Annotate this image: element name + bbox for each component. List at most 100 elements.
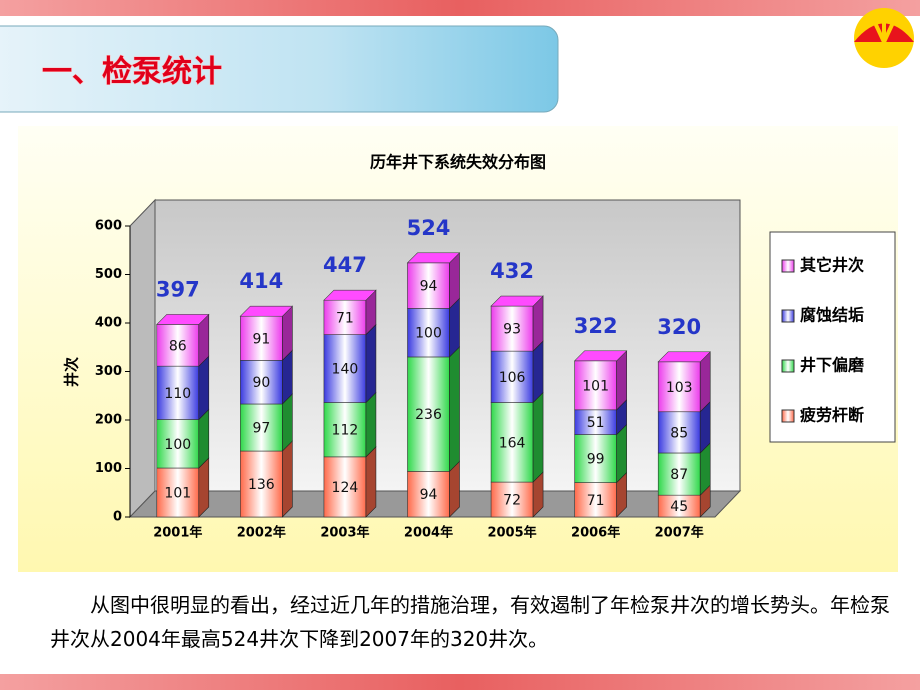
bar-segment (407, 356, 450, 472)
legend-swatch (781, 409, 795, 423)
value-label: 71 (587, 493, 605, 509)
value-label: 93 (503, 322, 521, 338)
value-label: 71 (336, 310, 354, 326)
y-tick-label: 200 (95, 413, 122, 428)
bar-side (532, 340, 544, 404)
x-tick-label: 2003年 (320, 525, 369, 541)
value-label: 85 (670, 425, 688, 441)
value-label: 101 (582, 378, 609, 394)
value-label: 164 (499, 435, 526, 451)
bar-segment (407, 471, 450, 518)
bar-side (198, 355, 210, 421)
bar-segment (156, 419, 200, 469)
bar-segment (574, 434, 617, 483)
value-label: 51 (587, 415, 605, 431)
bar-side (365, 391, 377, 458)
top-stripe (0, 0, 920, 16)
bar-side (282, 440, 293, 518)
value-label: 87 (670, 467, 688, 483)
value-label: 136 (248, 477, 275, 493)
total-label: 432 (490, 259, 534, 283)
bar-segment (657, 452, 701, 496)
value-label: 124 (332, 480, 359, 496)
bar-segment (407, 262, 450, 309)
bar-side (699, 351, 711, 413)
bar-top (573, 350, 628, 362)
value-label: 236 (415, 407, 442, 423)
value-label: 103 (666, 380, 693, 396)
total-label: 447 (323, 253, 367, 277)
total-label: 397 (156, 277, 200, 301)
value-label: 45 (670, 499, 688, 515)
x-tick-label: 2005年 (487, 525, 536, 541)
x-tick-label: 2002年 (237, 525, 286, 541)
legend-swatch (781, 359, 795, 373)
bar-side (532, 391, 544, 483)
x-tick-label: 2004年 (404, 525, 453, 541)
value-label: 94 (420, 487, 438, 503)
bar-segment (156, 365, 200, 420)
value-label: 97 (252, 421, 270, 437)
value-label: 86 (169, 338, 187, 354)
legend-label: 腐蚀结垢 (800, 306, 864, 325)
header-bar (0, 25, 559, 113)
y-tick-label: 400 (95, 316, 122, 331)
bar-segment (574, 360, 617, 411)
x-tick-label: 2001年 (153, 525, 202, 541)
y-axis-label: 井次 (63, 357, 81, 387)
legend-label: 其它井次 (800, 256, 864, 275)
bar-side (449, 346, 460, 473)
y-tick-label: 0 (113, 510, 122, 525)
value-label: 94 (420, 279, 438, 295)
bar-top (406, 252, 461, 264)
y-tick-label: 600 (95, 219, 122, 234)
value-label: 101 (164, 486, 191, 502)
header-title: 一、检泵统计 (42, 55, 222, 90)
bar-top (490, 295, 544, 307)
bar-segment (657, 411, 701, 454)
value-label: 100 (415, 326, 442, 342)
value-label: 110 (164, 386, 191, 402)
chart-title: 历年井下系统失效分布图 (370, 153, 546, 172)
logo (854, 8, 914, 68)
legend-swatch (781, 309, 795, 323)
body-text: 从图中很明显的看出，经过近几年的措施治理，有效遏制了年检泵井次的增长势头。年检泵… (50, 593, 890, 651)
total-label: 414 (239, 269, 283, 293)
total-label: 524 (407, 216, 451, 240)
bar-segment (490, 481, 534, 518)
total-label: 322 (574, 314, 618, 338)
bar-top (657, 351, 711, 363)
bar-segment (240, 315, 283, 361)
bar-segment (407, 308, 450, 358)
y-tick-label: 500 (95, 267, 122, 282)
value-label: 91 (252, 331, 270, 347)
bar-segment (323, 299, 367, 335)
value-label: 100 (164, 437, 191, 453)
bar-segment (240, 450, 283, 518)
bar-segment (323, 402, 367, 458)
bar-segment (240, 403, 283, 452)
bar-side (365, 323, 377, 404)
legend (769, 231, 896, 443)
bar-segment (323, 456, 367, 518)
value-label: 112 (332, 423, 359, 439)
legend-label: 井下偏磨 (800, 356, 864, 375)
value-label: 90 (252, 375, 270, 391)
value-label: 140 (332, 362, 359, 378)
bar-segment (490, 350, 534, 403)
legend-label: 疲劳杆断 (800, 406, 864, 425)
legend-swatch (781, 259, 795, 273)
total-label: 320 (657, 315, 701, 339)
y-tick-label: 100 (95, 461, 122, 476)
bar-side (365, 446, 377, 518)
bar-segment (490, 305, 534, 352)
value-label: 106 (499, 370, 526, 386)
bar-top (323, 289, 377, 301)
side-wall (129, 198, 156, 519)
bar-segment (657, 361, 701, 413)
y-tick-label: 300 (95, 364, 122, 379)
bar-segment (574, 409, 617, 435)
x-tick-label: 2006年 (571, 525, 620, 541)
